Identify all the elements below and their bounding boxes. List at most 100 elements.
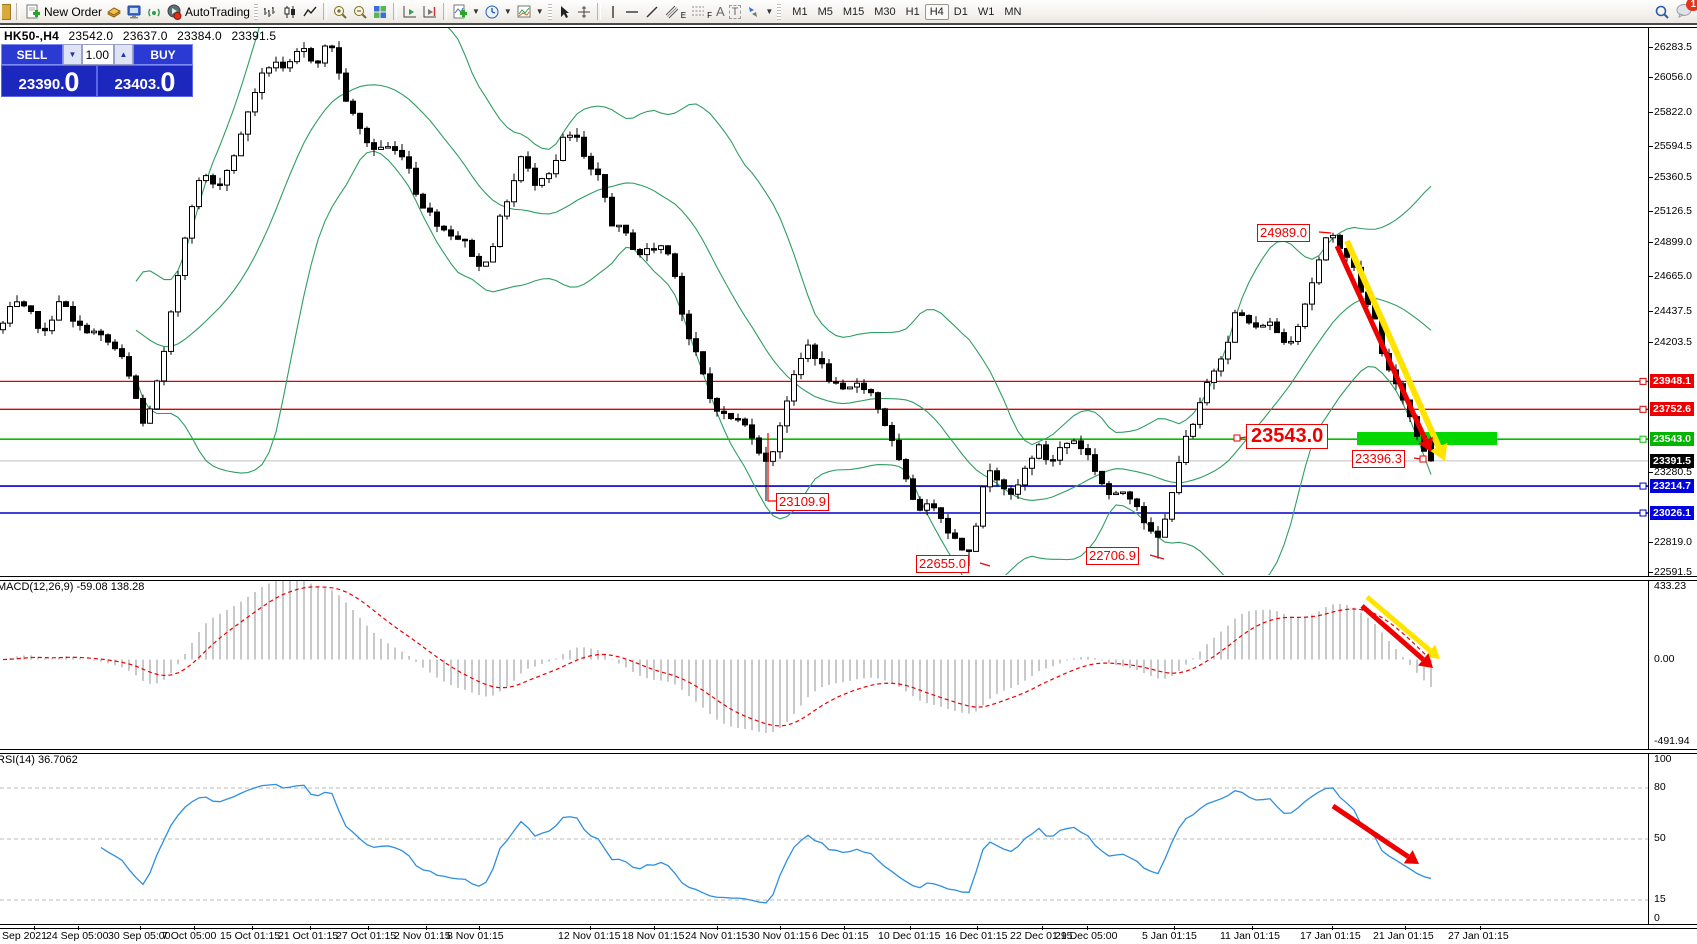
price-level-badge: 23543.0 <box>1650 432 1694 446</box>
time-axis-label: 17 Jan 01:15 <box>1300 930 1361 942</box>
notifications-button[interactable]: 1 <box>1676 0 1697 21</box>
fibonacci-icon <box>692 6 705 15</box>
arrows-tool-icon <box>749 6 758 17</box>
volume-increase-button[interactable]: ▲ <box>114 44 133 65</box>
toolbar-grip[interactable] <box>777 3 782 20</box>
bar-chart-mode-button[interactable] <box>260 3 280 21</box>
toolbar-grip[interactable] <box>547 3 552 20</box>
chart-shift-icon <box>423 5 436 17</box>
time-axis-label: 30 Sep 05:00 <box>108 930 171 942</box>
autotrading-label: AutoTrading <box>185 4 250 19</box>
indicator-axis-tick: 15 <box>1654 893 1666 905</box>
time-axis-splitter <box>0 924 1697 929</box>
periods-dropdown-button[interactable]: ▼ <box>482 3 514 21</box>
bar-chart-icon <box>263 6 275 17</box>
rsi-pane-splitter[interactable] <box>0 749 1697 754</box>
horizontal-line-tool-button[interactable] <box>622 3 642 21</box>
price-annotation[interactable]: 24989.0 <box>1257 224 1310 242</box>
main-chart-pane <box>0 28 1648 575</box>
toolbar-grip[interactable] <box>253 3 258 20</box>
tile-windows-icon <box>373 5 386 18</box>
vertical-line-tool-button[interactable] <box>604 3 622 21</box>
volume-input[interactable]: 1.00 <box>82 44 114 65</box>
time-axis-tick <box>1174 926 1175 930</box>
time-axis-tick <box>1480 926 1481 930</box>
price-annotation[interactable]: 22655.0 <box>916 555 969 573</box>
price-level-badge: 23214.7 <box>1650 479 1694 493</box>
notification-count-badge: 1 <box>1686 0 1697 11</box>
blue-monitor-icon <box>127 5 141 18</box>
price-tick: 22819.0 <box>1649 536 1692 548</box>
signals-button[interactable] <box>144 3 164 21</box>
timeframe-h1[interactable]: H1 <box>905 5 920 18</box>
indicators-dropdown-button[interactable]: ▼ <box>450 3 482 21</box>
rsi-pane <box>0 783 1648 904</box>
zoom-out-button[interactable] <box>350 3 370 21</box>
toolbar-separator <box>596 3 601 20</box>
timeframe-h4[interactable]: H4 <box>924 3 949 20</box>
time-axis-label: 15 Oct 01:15 <box>220 930 281 942</box>
autotrading-button[interactable]: AutoTrading <box>164 3 252 21</box>
fibonacci-tool-button[interactable]: F <box>688 2 714 21</box>
time-axis-tick <box>426 926 427 930</box>
market-watch-button[interactable] <box>124 3 144 21</box>
timeframe-d1[interactable]: D1 <box>953 5 968 18</box>
templates-dropdown-button[interactable]: ▼ <box>514 3 546 21</box>
chart-shift-button[interactable] <box>420 3 440 21</box>
trendline-tool-button[interactable] <box>642 3 662 21</box>
crosshair-tool-button[interactable] <box>574 3 594 21</box>
timeframe-w1[interactable]: W1 <box>977 5 995 18</box>
timeframe-m15[interactable]: M15 <box>842 5 865 18</box>
sell-button[interactable]: SELL <box>1 44 63 65</box>
buy-button[interactable]: BUY <box>133 44 193 65</box>
candlestick-mode-button[interactable] <box>280 3 300 21</box>
price-annotation[interactable]: 23543.0 <box>1246 424 1329 449</box>
time-axis-label: 27 Oct 01:15 <box>336 930 397 942</box>
price-level-badge: 23752.6 <box>1650 402 1694 416</box>
history-center-button[interactable] <box>104 3 124 21</box>
buy-price[interactable]: 23403. 0 <box>97 65 193 97</box>
cursor-tool-button[interactable] <box>554 3 574 21</box>
auto-scroll-icon <box>403 5 416 17</box>
sell-price[interactable]: 23390. 0 <box>1 65 97 97</box>
volume-decrease-button[interactable]: ▼ <box>63 44 82 65</box>
price-level-badge: 23026.1 <box>1650 506 1694 520</box>
indicator-axis-tick: -491.94 <box>1654 735 1690 747</box>
price-annotation[interactable]: 23109.9 <box>776 493 829 511</box>
time-axis-tick <box>654 926 655 930</box>
rsi-line <box>100 783 1432 904</box>
timeframe-m30[interactable]: M30 <box>874 5 896 18</box>
dropdown-caret-icon: ▼ <box>471 7 480 16</box>
line-chart-mode-button[interactable] <box>300 3 320 21</box>
tile-windows-button[interactable] <box>370 3 390 21</box>
symbol-period-label: HK50-,H4 <box>4 29 59 43</box>
equidistant-channel-tool-button[interactable]: E <box>662 2 688 21</box>
macd-pane-splitter[interactable] <box>0 576 1697 581</box>
time-axis-label: 24 Nov 01:15 <box>685 930 748 942</box>
rsi-label: RSI(14) 36.7062 <box>0 754 78 766</box>
price-annotation[interactable]: 23396.3 <box>1352 450 1405 468</box>
text-tool-button[interactable]: A <box>714 3 727 20</box>
search-icon[interactable] <box>1654 4 1670 20</box>
dropdown-caret-icon: ▼ <box>503 7 512 16</box>
time-axis-label: 5 Jan 01:15 <box>1142 930 1197 942</box>
timeframe-m1[interactable]: M1 <box>792 5 808 18</box>
main-toolbar: New Order AutoTrading <box>0 0 1697 25</box>
price-tick: 24203.5 <box>1649 336 1692 348</box>
timeframe-m5[interactable]: M5 <box>817 5 833 18</box>
time-axis-tick <box>844 926 845 930</box>
arrows-tool-button[interactable]: ▼ <box>743 3 775 21</box>
auto-scroll-button[interactable] <box>400 3 420 21</box>
zoom-in-button[interactable] <box>330 3 350 21</box>
time-axis-tick <box>194 926 195 930</box>
clipped-toolbar-icon[interactable] <box>2 3 11 20</box>
text-label-tool-button[interactable]: T <box>727 4 744 20</box>
price-annotation[interactable]: 22706.9 <box>1086 547 1139 565</box>
time-axis-tick <box>590 926 591 930</box>
price-axis-border <box>1648 27 1649 927</box>
trend-arrows[interactable] <box>1331 239 1448 864</box>
new-order-button[interactable]: New Order <box>23 3 104 21</box>
rsi-level-lines <box>0 787 1648 901</box>
timeframe-mn[interactable]: MN <box>1004 5 1022 18</box>
